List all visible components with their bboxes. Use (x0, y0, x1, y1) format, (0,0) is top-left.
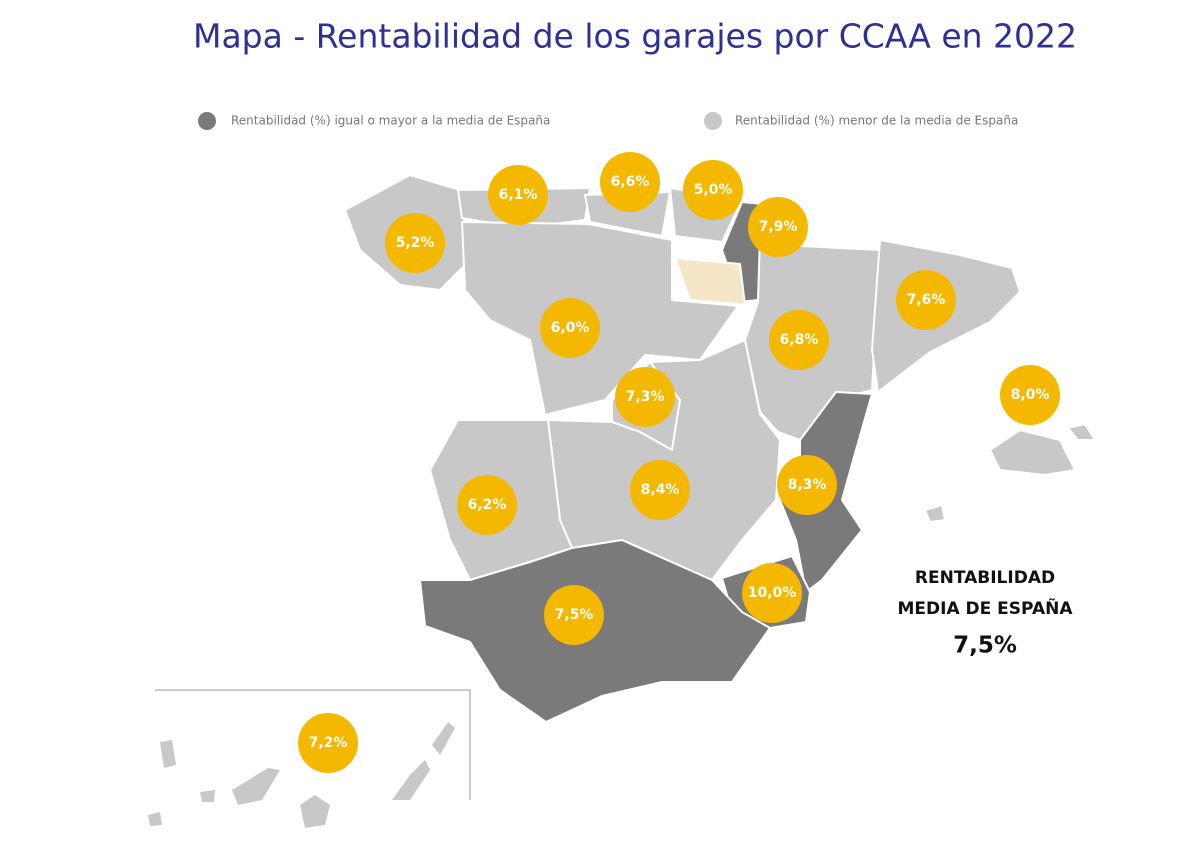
summary-heading: MEDIA DE ESPAÑA (898, 596, 1074, 619)
summary: RENTABILIDAD MEDIA DE ESPAÑA 7,5% (898, 568, 1074, 659)
bubble (488, 165, 548, 225)
region (674, 257, 746, 306)
summary-value: 7,5% (953, 633, 1017, 659)
bubble (615, 367, 675, 427)
island (160, 740, 176, 768)
bubble (742, 563, 802, 623)
bubble (630, 460, 690, 520)
bubble (600, 152, 660, 212)
summary-heading: RENTABILIDAD (915, 568, 1055, 588)
bubble (769, 310, 829, 370)
region-value: 6,8% (780, 332, 819, 348)
region (1067, 423, 1096, 441)
bubble (544, 585, 604, 645)
region-value: 6,0% (551, 320, 590, 336)
island (432, 722, 455, 755)
labels: 5,2% 6,1% 6,6% 5,0% 7,9% 6,0% 6,8% 7,6% … (298, 152, 1060, 773)
region (461, 221, 739, 416)
island (232, 768, 280, 805)
island (200, 790, 215, 802)
region-value: 7,9% (759, 219, 798, 235)
regions (344, 174, 1096, 723)
region-value: 7,5% (555, 607, 594, 623)
region-value: 8,0% (1011, 387, 1050, 403)
region (924, 504, 946, 523)
region-value: 7,3% (626, 389, 665, 405)
region-value: 7,2% (309, 735, 348, 751)
island (148, 812, 162, 826)
region-value: 6,2% (468, 497, 507, 513)
legend-label: Rentabilidad (%) igual o mayor a la medi… (231, 114, 550, 128)
region-value: 10,0% (748, 585, 797, 601)
bubble (1000, 365, 1060, 425)
bubble (748, 197, 808, 257)
legend-swatch (704, 112, 722, 130)
region-value: 8,4% (641, 482, 680, 498)
island (300, 795, 330, 828)
bubble (457, 475, 517, 535)
island (392, 760, 430, 800)
title: Mapa - Rentabilidad de los garajes por C… (193, 17, 1077, 56)
inset-frame (155, 689, 471, 800)
region (989, 429, 1076, 476)
canarias (148, 689, 471, 828)
region-value: 7,6% (907, 292, 946, 308)
region-value: 8,3% (788, 477, 827, 493)
legend-label: Rentabilidad (%) menor de la media de Es… (735, 114, 1018, 128)
region-value: 6,1% (499, 187, 538, 203)
bubble (540, 298, 600, 358)
legend-swatch (198, 112, 216, 130)
region-value: 5,2% (396, 235, 435, 251)
bubble (896, 270, 956, 330)
region-value: 6,6% (611, 174, 650, 190)
bubble (298, 713, 358, 773)
bubble (777, 455, 837, 515)
bubble (385, 213, 445, 273)
region-value: 5,0% (694, 182, 733, 198)
bubble (683, 160, 743, 220)
